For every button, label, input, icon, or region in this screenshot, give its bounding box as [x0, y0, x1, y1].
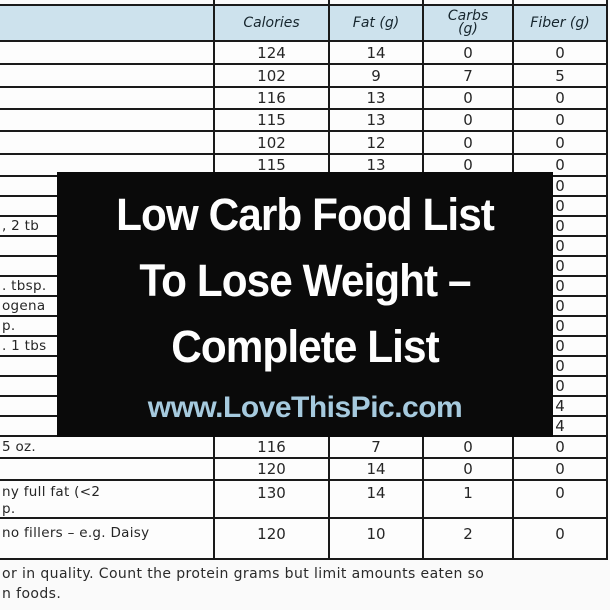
cell-food: ny full fat (<2 p. — [2, 484, 101, 517]
column-line-stub — [512, 0, 514, 6]
col-header-food — [0, 6, 213, 40]
table-row: 120 14 0 0 — [0, 459, 608, 481]
cell-fiber: 0 — [512, 481, 608, 517]
cell-fat: 14 — [328, 459, 422, 479]
cell-fat: 12 — [328, 132, 422, 153]
cell-calories: 116 — [213, 437, 328, 457]
cell-calories: 116 — [213, 88, 328, 108]
cell-calories: 102 — [213, 132, 328, 153]
col-header-fiber: Fiber (g) — [512, 6, 608, 40]
cell-food — [0, 65, 213, 86]
cell-food: ogena — [2, 298, 46, 314]
cell-fat: 9 — [328, 65, 422, 86]
column-line-stub — [422, 0, 424, 6]
cell-carbs: 0 — [422, 155, 512, 175]
overlay-title-line-3: Complete List — [171, 321, 439, 372]
cell-fiber: 5 — [512, 65, 608, 86]
cell-food: p. — [2, 318, 16, 334]
cell-fat: 13 — [328, 88, 422, 108]
table-row: no fillers – e.g. Daisy 120 10 2 0 — [0, 519, 608, 560]
cell-carbs: 0 — [422, 459, 512, 479]
table-row: ny full fat (<2 p. 130 14 1 0 — [0, 481, 608, 519]
table-row: 5 oz. 116 7 0 0 — [0, 437, 608, 459]
cell-carbs: 0 — [422, 132, 512, 153]
footer-note-line-2: n foods. — [2, 586, 62, 602]
cell-food: . 1 tbs — [2, 338, 47, 354]
cell-food: . tbsp. — [2, 278, 47, 294]
cell-calories: 120 — [213, 519, 328, 558]
cell-carbs: 7 — [422, 65, 512, 86]
cell-calories: 124 — [213, 42, 328, 63]
cell-fat: 14 — [328, 481, 422, 517]
cell-fiber: 0 — [512, 132, 608, 153]
cell-fiber: 0 — [512, 110, 608, 130]
cell-food — [0, 88, 213, 108]
cell-food — [0, 459, 213, 479]
overlay-title-line-2: To Lose Weight – — [139, 255, 471, 306]
column-line-stub — [328, 0, 330, 6]
cell-carbs: 0 — [422, 88, 512, 108]
cell-fat: 14 — [328, 42, 422, 63]
cell-carbs: 0 — [422, 110, 512, 130]
overlay-title-line-1: Low Carb Food List — [116, 189, 495, 240]
cell-food: , 2 tb — [2, 218, 40, 234]
table-row: 116 13 0 0 — [0, 88, 608, 110]
cell-calories: 115 — [213, 110, 328, 130]
table-header-row: Calories Fat (g) Carbs (g) Fiber (g) — [0, 6, 608, 42]
column-line-stub — [606, 0, 608, 6]
cell-fat: 13 — [328, 155, 422, 175]
cell-food: 5 oz. — [2, 439, 37, 455]
cell-fiber: 0 — [512, 437, 608, 457]
cell-fiber: 0 — [512, 155, 608, 175]
title-overlay: Low Carb Food List To Lose Weight – Comp… — [57, 172, 553, 437]
cell-calories: 120 — [213, 459, 328, 479]
cell-fat: 13 — [328, 110, 422, 130]
cell-carbs: 0 — [422, 42, 512, 63]
table-row: 102 12 0 0 — [0, 132, 608, 155]
cell-fat: 7 — [328, 437, 422, 457]
col-header-carbs: Carbs (g) — [422, 6, 512, 40]
footer-note-line-1: or in quality. Count the protein grams b… — [2, 566, 485, 582]
col-header-fat: Fat (g) — [328, 6, 422, 40]
table-row: 124 14 0 0 — [0, 42, 608, 65]
cell-fat: 10 — [328, 519, 422, 558]
cell-fiber: 0 — [512, 42, 608, 63]
cell-carbs: 2 — [422, 519, 512, 558]
cell-fiber: 0 — [512, 519, 608, 558]
cell-food — [0, 110, 213, 130]
table-row: 102 9 7 5 — [0, 65, 608, 88]
table-row: 115 13 0 0 — [0, 110, 608, 132]
column-line-stub — [213, 0, 215, 6]
cell-carbs: 0 — [422, 437, 512, 457]
cell-carbs: 1 — [422, 481, 512, 517]
cell-fiber: 0 — [512, 88, 608, 108]
col-header-calories: Calories — [213, 6, 328, 40]
cell-fiber: 0 — [512, 459, 608, 479]
cell-food — [0, 42, 213, 63]
website-url: www.LoveThisPic.com — [147, 391, 463, 424]
cell-calories: 102 — [213, 65, 328, 86]
cell-food — [0, 132, 213, 153]
cell-food: no fillers – e.g. Daisy — [2, 525, 150, 541]
cell-calories: 115 — [213, 155, 328, 175]
cell-calories: 130 — [213, 481, 328, 517]
